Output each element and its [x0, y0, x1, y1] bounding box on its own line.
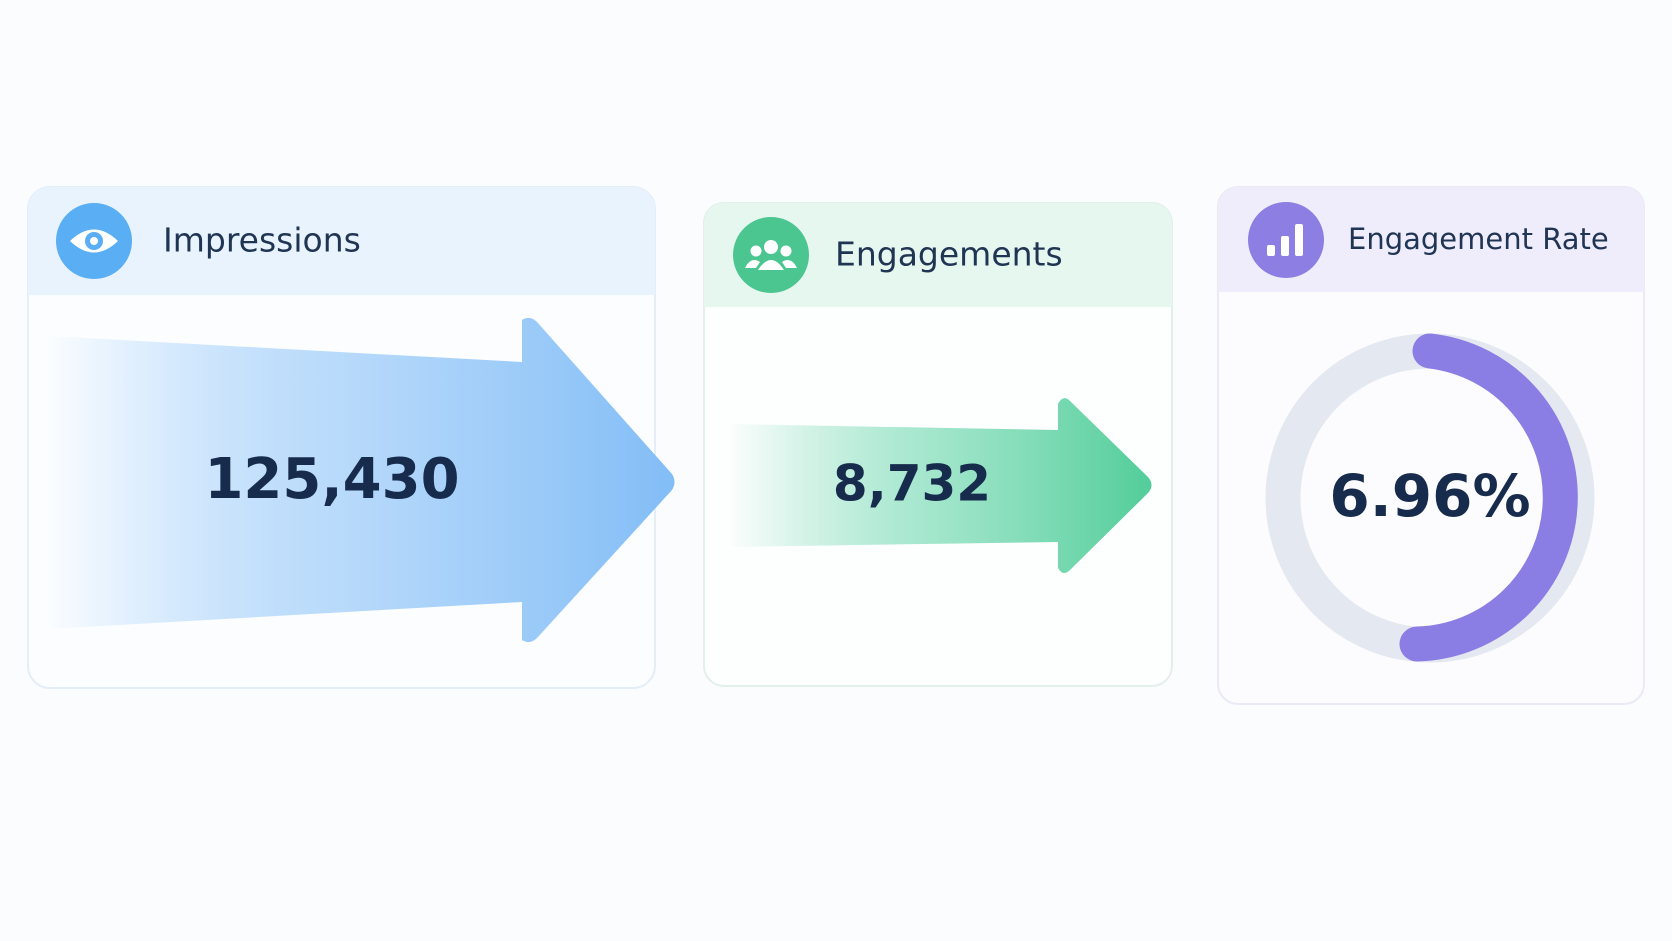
card-title: Engagements: [835, 235, 1063, 274]
engagements-card: Engagements 8,732: [703, 202, 1173, 687]
arrow: [48, 317, 675, 643]
ring-arc: [1399, 333, 1578, 662]
impressions-card: Impressions 125,430: [27, 186, 675, 689]
arrow: [728, 398, 1152, 574]
card-value: 8,732: [833, 455, 991, 513]
card-title: Impressions: [163, 221, 361, 260]
card-title: Engagement Rate: [1348, 222, 1609, 256]
card-value: 6.96%: [1329, 462, 1530, 530]
people-icon: [733, 217, 809, 293]
card-value: 125,430: [204, 447, 459, 512]
engagement-rate-card: Engagement Rate 6.96%: [1217, 186, 1645, 705]
